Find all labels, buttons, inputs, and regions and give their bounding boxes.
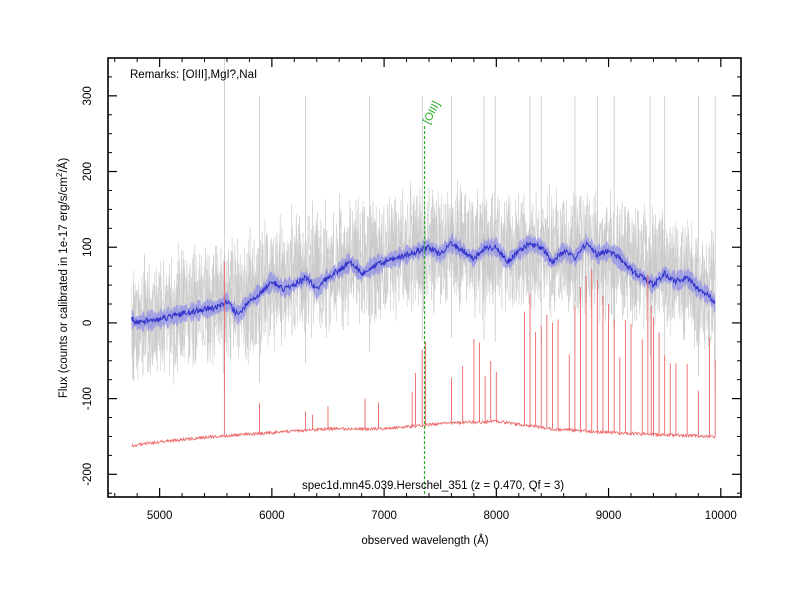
- x-tick-label-9000: 9000: [596, 510, 622, 522]
- smoothed-error-band: [131, 232, 716, 333]
- y-tick-label-0: 0: [82, 320, 94, 326]
- sky-spectrum-line: [131, 419, 716, 448]
- axis-ticks: 5000 6000 7000 8000 9000 10000 -200 -100 0 100 200…: [82, 57, 741, 522]
- y-tick-label--200: -200: [82, 463, 94, 486]
- oiii-marker-label: [OIII]: [421, 99, 443, 126]
- x-tick-label-8000: 8000: [484, 510, 510, 522]
- plot-frame: [107, 57, 742, 498]
- y-axis-title-main: Flux (counts or calibrated in 1e-17 erg/…: [58, 177, 70, 398]
- x-axis-title: observed wavelength (Å): [361, 534, 488, 547]
- remarks-text: Remarks: [OIII],MgI?,NaI: [130, 69, 257, 81]
- x-tick-label-6000: 6000: [259, 510, 285, 522]
- y-axis-title-tail: /Å): [57, 158, 70, 173]
- x-tick-label-10000: 10000: [705, 510, 737, 522]
- y-axis-title-superscript: 2: [55, 172, 64, 177]
- y-tick-label--100: -100: [82, 387, 94, 410]
- plot-area: [131, 58, 716, 497]
- x-tick-label-5000: 5000: [147, 510, 173, 522]
- spectrum-id-label: spec1d.mn45.039.Herschel_351 (z = 0.470,…: [302, 480, 564, 492]
- x-tick-label-7000: 7000: [371, 510, 397, 522]
- y-axis-title: Flux (counts or calibrated in 1e-17 erg/…: [55, 158, 70, 398]
- y-tick-label-100: 100: [82, 238, 94, 257]
- smoothed-spectrum-line: [131, 241, 716, 326]
- y-tick-label-300: 300: [82, 86, 94, 105]
- y-tick-label-200: 200: [82, 162, 94, 181]
